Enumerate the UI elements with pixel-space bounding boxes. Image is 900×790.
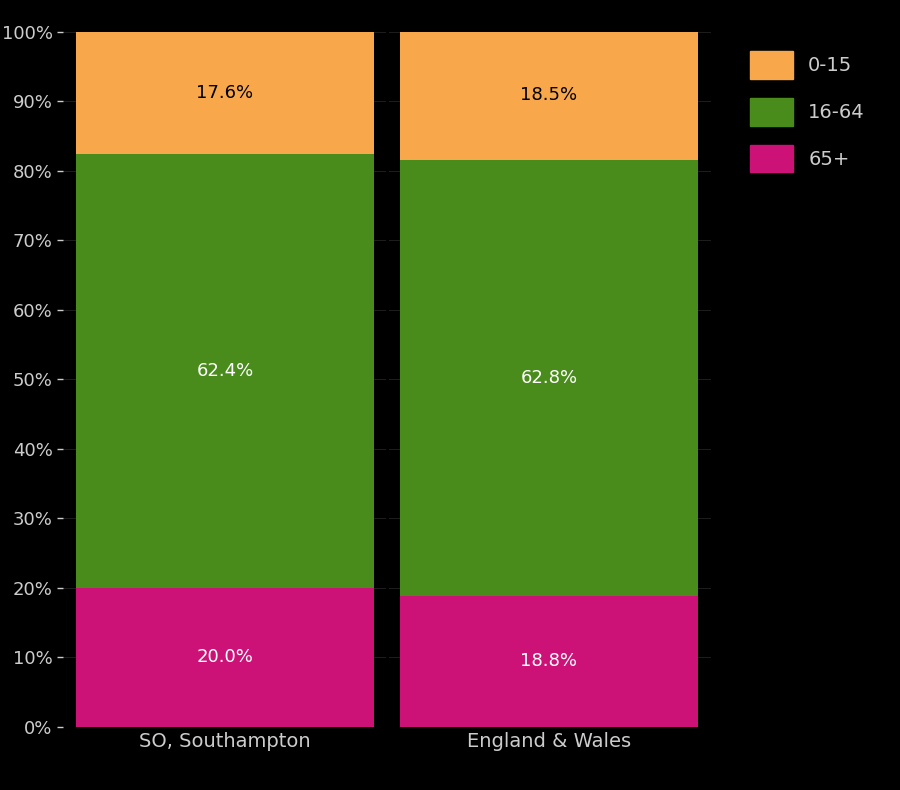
Bar (400, 31, 698, 160)
Text: 18.5%: 18.5% (520, 86, 578, 104)
Text: 17.6%: 17.6% (196, 84, 254, 102)
Text: 62.4%: 62.4% (196, 362, 254, 380)
Bar (76, 588, 374, 727)
Bar (400, 160, 698, 596)
Bar (400, 596, 698, 727)
Bar (76, 32, 374, 154)
Text: 62.8%: 62.8% (520, 369, 578, 387)
Text: 18.8%: 18.8% (520, 653, 578, 671)
Text: 20.0%: 20.0% (196, 649, 254, 666)
Bar (76, 154, 374, 588)
Legend: 0-15, 16-64, 65+: 0-15, 16-64, 65+ (740, 41, 875, 182)
